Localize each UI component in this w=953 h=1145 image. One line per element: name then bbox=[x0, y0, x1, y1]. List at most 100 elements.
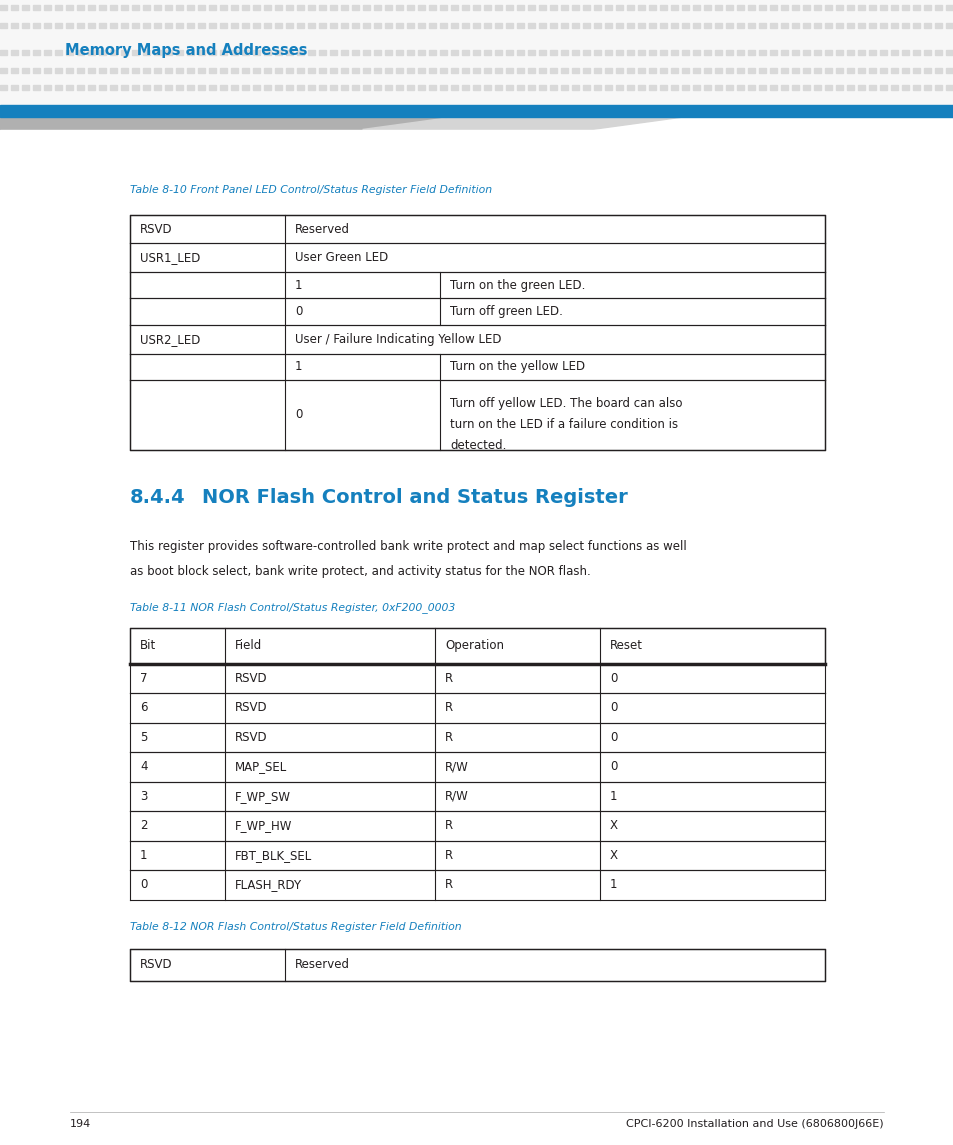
Bar bbox=[901, 23, 908, 27]
Bar bbox=[912, 69, 920, 73]
Bar bbox=[582, 23, 590, 27]
Bar bbox=[231, 23, 238, 27]
Bar bbox=[616, 85, 622, 90]
Text: 0: 0 bbox=[140, 878, 147, 891]
Bar bbox=[560, 6, 568, 10]
Bar bbox=[330, 23, 336, 27]
Bar bbox=[209, 6, 216, 10]
Bar bbox=[670, 6, 678, 10]
Bar bbox=[901, 6, 908, 10]
Bar bbox=[594, 69, 600, 73]
Bar bbox=[187, 69, 194, 73]
Bar bbox=[483, 69, 491, 73]
Bar bbox=[934, 50, 942, 55]
Bar bbox=[912, 50, 920, 55]
Bar bbox=[77, 85, 84, 90]
Bar bbox=[407, 85, 414, 90]
Bar bbox=[132, 50, 139, 55]
Bar bbox=[626, 50, 634, 55]
Bar bbox=[582, 85, 590, 90]
Bar bbox=[692, 23, 700, 27]
Bar bbox=[264, 50, 271, 55]
Text: RSVD: RSVD bbox=[234, 672, 268, 685]
Bar bbox=[835, 50, 842, 55]
Text: 2: 2 bbox=[140, 820, 148, 832]
Text: User / Failure Indicating Yellow LED: User / Failure Indicating Yellow LED bbox=[294, 333, 501, 346]
Bar bbox=[264, 23, 271, 27]
Bar bbox=[659, 23, 666, 27]
Bar bbox=[769, 69, 777, 73]
Bar bbox=[769, 6, 777, 10]
Text: 6: 6 bbox=[140, 701, 148, 714]
Bar bbox=[461, 50, 469, 55]
Bar bbox=[505, 69, 513, 73]
Text: as boot block select, bank write protect, and activity status for the NOR flash.: as boot block select, bank write protect… bbox=[130, 564, 590, 578]
Bar bbox=[714, 69, 721, 73]
Bar bbox=[175, 85, 183, 90]
Bar bbox=[417, 23, 425, 27]
Bar bbox=[0, 85, 8, 90]
Bar bbox=[725, 85, 733, 90]
Bar bbox=[88, 85, 95, 90]
Bar bbox=[461, 6, 469, 10]
Bar bbox=[461, 23, 469, 27]
Bar bbox=[220, 85, 227, 90]
Text: User Green LED: User Green LED bbox=[294, 251, 388, 264]
Bar bbox=[604, 85, 612, 90]
Bar bbox=[153, 23, 161, 27]
Bar bbox=[648, 6, 656, 10]
Bar bbox=[681, 69, 688, 73]
Bar bbox=[253, 69, 260, 73]
Bar bbox=[77, 50, 84, 55]
Text: F_WP_HW: F_WP_HW bbox=[234, 820, 292, 832]
Bar bbox=[835, 69, 842, 73]
Bar bbox=[737, 23, 743, 27]
Bar bbox=[572, 23, 578, 27]
Bar bbox=[417, 69, 425, 73]
Bar bbox=[604, 69, 612, 73]
Bar bbox=[231, 85, 238, 90]
Bar bbox=[220, 50, 227, 55]
Bar bbox=[868, 23, 875, 27]
Bar bbox=[417, 6, 425, 10]
Text: NOR Flash Control and Status Register: NOR Flash Control and Status Register bbox=[202, 488, 627, 507]
Bar bbox=[121, 23, 128, 27]
Bar bbox=[385, 85, 392, 90]
Bar bbox=[330, 6, 336, 10]
Bar bbox=[352, 50, 359, 55]
Bar bbox=[824, 50, 831, 55]
Bar bbox=[318, 69, 326, 73]
Bar bbox=[274, 23, 282, 27]
Text: 1: 1 bbox=[140, 848, 148, 862]
Bar bbox=[901, 85, 908, 90]
Bar bbox=[495, 50, 501, 55]
Bar bbox=[242, 85, 249, 90]
Bar bbox=[550, 6, 557, 10]
Bar bbox=[659, 85, 666, 90]
Bar bbox=[505, 50, 513, 55]
Bar bbox=[846, 6, 853, 10]
Bar bbox=[318, 6, 326, 10]
Bar bbox=[55, 23, 62, 27]
Bar bbox=[648, 69, 656, 73]
Bar bbox=[77, 6, 84, 10]
Bar bbox=[296, 50, 304, 55]
Bar bbox=[11, 85, 18, 90]
Bar bbox=[44, 6, 51, 10]
Bar bbox=[791, 6, 799, 10]
Bar bbox=[175, 6, 183, 10]
Bar bbox=[44, 23, 51, 27]
Bar bbox=[44, 69, 51, 73]
Text: 0: 0 bbox=[294, 306, 302, 318]
Bar bbox=[813, 6, 821, 10]
Bar bbox=[395, 23, 403, 27]
Bar bbox=[385, 23, 392, 27]
Bar bbox=[846, 85, 853, 90]
Bar bbox=[395, 85, 403, 90]
Text: 0: 0 bbox=[609, 701, 617, 714]
Bar bbox=[791, 69, 799, 73]
Bar bbox=[385, 69, 392, 73]
Bar bbox=[99, 6, 106, 10]
Text: MAP_SEL: MAP_SEL bbox=[234, 760, 287, 773]
Bar bbox=[550, 85, 557, 90]
